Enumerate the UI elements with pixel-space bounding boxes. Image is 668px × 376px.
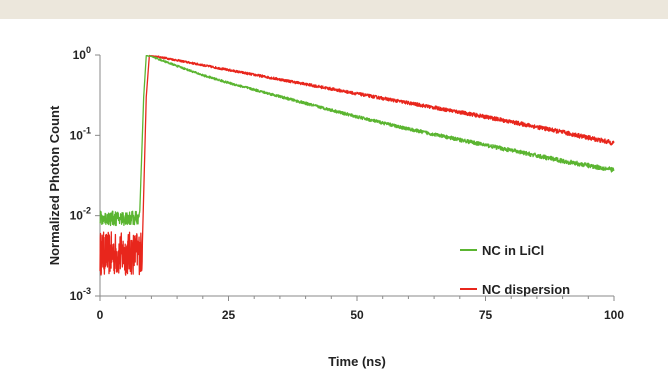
legend-label: NC dispersion — [482, 282, 570, 297]
series-line-nc-in-licl — [99, 54, 615, 227]
x-tick-label: 0 — [97, 308, 104, 322]
header-band — [0, 0, 668, 19]
x-tick-label: 75 — [479, 308, 493, 322]
x-tick-label: 100 — [604, 308, 624, 322]
y-tick-label: 10-1 — [70, 125, 91, 142]
x-tick-label: 25 — [222, 308, 236, 322]
y-tick-label: 10-3 — [70, 286, 91, 303]
x-tick-label: 50 — [350, 308, 364, 322]
y-tick-label: 10-2 — [70, 206, 91, 223]
x-axis-title: Time (ns) — [328, 354, 386, 369]
legend-label: NC in LiCl — [482, 243, 544, 258]
y-tick-label: 100 — [73, 45, 91, 62]
y-axis-title: Normalized Photon Count — [47, 105, 62, 265]
series-line-nc-dispersion — [99, 54, 615, 276]
